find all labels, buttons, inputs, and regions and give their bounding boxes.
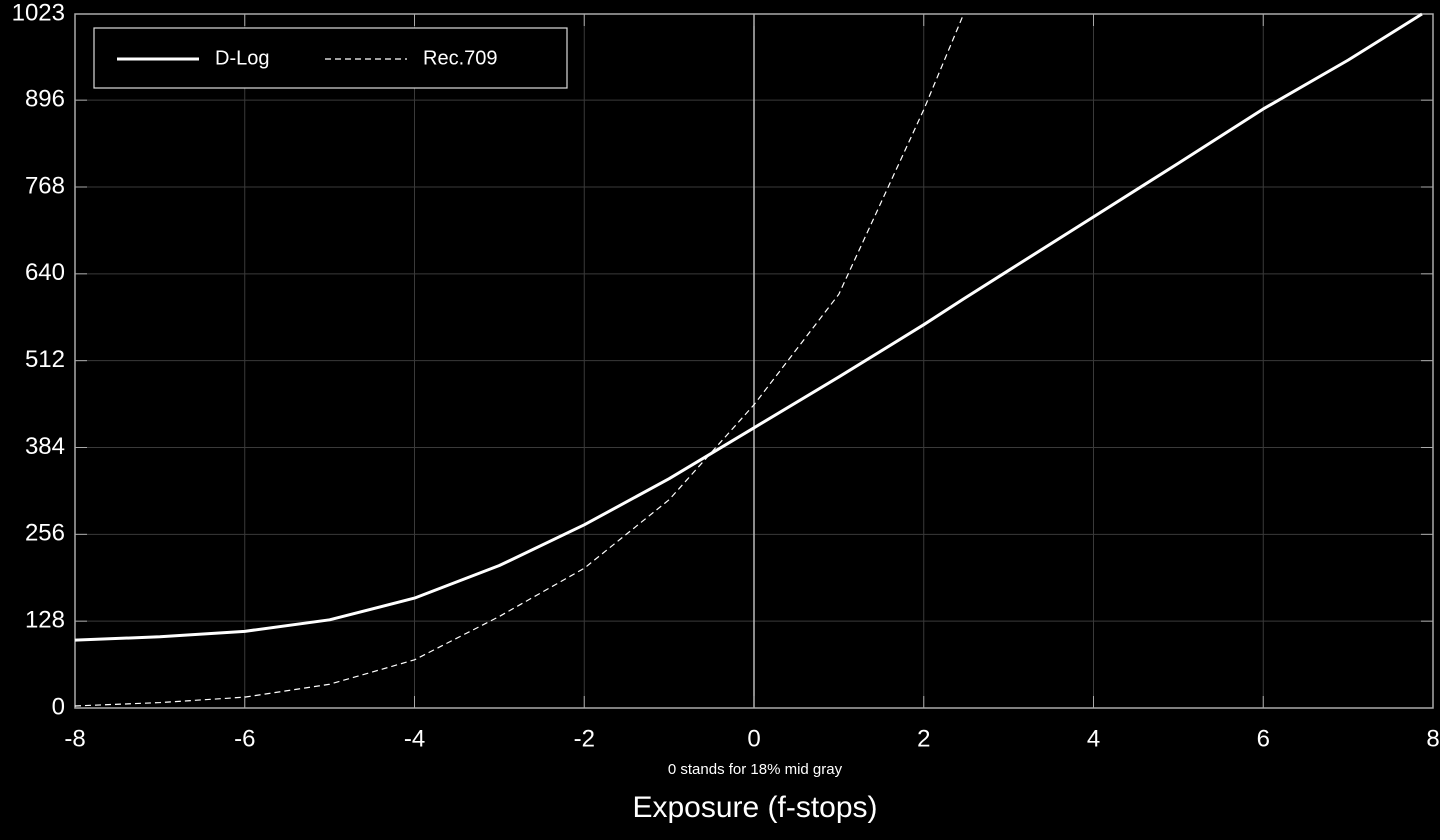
y-tick-label: 0 (52, 693, 65, 720)
x-tick-label: 6 (1257, 725, 1270, 752)
y-tick-label: 512 (25, 346, 65, 373)
x-tick-label: 4 (1087, 725, 1100, 752)
x-tick-label: 0 (747, 725, 760, 752)
x-tick-label: 8 (1426, 725, 1439, 752)
x-tick-label: 2 (917, 725, 930, 752)
y-tick-label: 128 (25, 607, 65, 634)
y-tick-label: 384 (25, 433, 65, 460)
series-line (74, 12, 1423, 642)
legend-label: Rec.709 (423, 47, 498, 69)
x-axis-label: Exposure (f-stops) (632, 791, 877, 824)
y-tick-label: 640 (25, 259, 65, 286)
series-line (74, 13, 965, 707)
y-tick-label: 768 (25, 172, 65, 199)
y-tick-label: 896 (25, 86, 65, 113)
x-tick-label: -8 (64, 725, 85, 752)
legend-label: D-Log (215, 47, 269, 69)
axis-note: 0 stands for 18% mid gray (668, 761, 843, 778)
x-tick-label: -6 (234, 725, 255, 752)
plot-frame (74, 13, 1434, 709)
x-tick-label: -2 (574, 725, 595, 752)
y-tick-label: 256 (25, 520, 65, 547)
x-tick-label: -4 (404, 725, 425, 752)
y-tick-label: 1023 (12, 0, 65, 26)
